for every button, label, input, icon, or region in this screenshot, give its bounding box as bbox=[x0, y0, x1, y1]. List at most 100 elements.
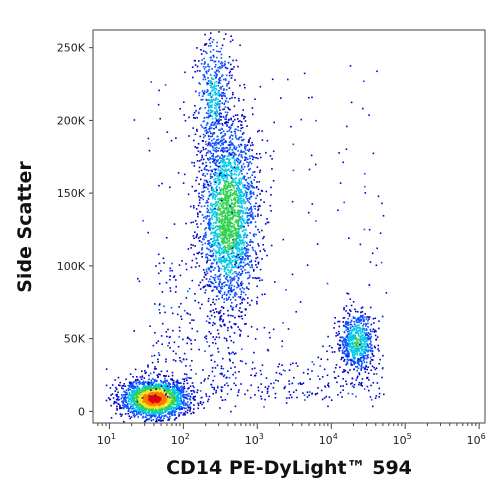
event-dot bbox=[201, 403, 203, 406]
event-dot bbox=[145, 397, 147, 399]
event-dot bbox=[212, 262, 214, 265]
event-dot bbox=[234, 271, 237, 273]
event-dot bbox=[222, 260, 224, 263]
event-dot bbox=[257, 215, 259, 217]
event-dot bbox=[238, 234, 241, 236]
event-dot bbox=[172, 410, 174, 412]
event-dot bbox=[159, 403, 161, 406]
event-dot bbox=[221, 157, 223, 160]
event-dot bbox=[350, 332, 353, 334]
event-dot bbox=[362, 314, 364, 317]
event-dot bbox=[225, 199, 228, 202]
event-dot bbox=[237, 224, 239, 226]
event-dot bbox=[232, 241, 235, 244]
event-dot bbox=[244, 156, 246, 158]
event-dot bbox=[166, 406, 169, 409]
event-dot bbox=[229, 270, 232, 273]
event-dot bbox=[159, 410, 162, 413]
event-dot bbox=[261, 279, 263, 281]
event-dot bbox=[218, 113, 220, 115]
event-dot bbox=[165, 385, 167, 388]
event-dot bbox=[364, 366, 366, 369]
event-dot bbox=[207, 185, 210, 187]
event-dot bbox=[233, 187, 235, 190]
event-dot bbox=[202, 162, 204, 165]
event-dot bbox=[247, 163, 250, 166]
event-dot bbox=[188, 116, 190, 119]
event-dot bbox=[241, 311, 243, 313]
event-dot bbox=[326, 358, 329, 361]
event-dot bbox=[223, 232, 225, 235]
event-dot bbox=[356, 347, 358, 349]
event-dot bbox=[205, 186, 208, 189]
event-dot bbox=[248, 161, 250, 164]
event-dot bbox=[255, 277, 258, 280]
event-dot bbox=[139, 398, 142, 400]
event-dot bbox=[132, 391, 134, 393]
event-dot bbox=[362, 366, 364, 369]
event-dot bbox=[158, 409, 160, 411]
event-dot bbox=[207, 205, 209, 207]
event-dot bbox=[259, 153, 261, 155]
event-dot bbox=[355, 330, 358, 332]
event-dot bbox=[237, 209, 240, 211]
event-dot bbox=[252, 171, 254, 174]
event-dot bbox=[354, 335, 356, 337]
event-dot bbox=[222, 215, 225, 218]
event-dot bbox=[192, 244, 194, 247]
event-dot bbox=[218, 290, 220, 292]
event-dot bbox=[204, 336, 206, 339]
event-dot bbox=[229, 228, 231, 231]
event-dot bbox=[222, 320, 224, 323]
event-dot bbox=[255, 264, 257, 266]
event-dot bbox=[232, 213, 234, 216]
event-dot bbox=[125, 393, 127, 395]
event-dot bbox=[243, 291, 245, 294]
event-dot bbox=[154, 401, 157, 403]
event-dot bbox=[223, 227, 225, 229]
event-dot bbox=[180, 390, 182, 392]
event-dot bbox=[215, 156, 217, 158]
event-dot bbox=[222, 246, 224, 249]
event-dot bbox=[235, 214, 237, 216]
event-dot bbox=[145, 398, 148, 400]
event-dot bbox=[162, 403, 165, 405]
event-dot bbox=[182, 391, 185, 393]
event-dot bbox=[201, 303, 203, 306]
event-dot bbox=[210, 275, 212, 278]
event-dot bbox=[237, 97, 240, 100]
event-dot bbox=[160, 381, 163, 383]
event-dot bbox=[151, 405, 154, 407]
event-dot bbox=[227, 164, 230, 167]
event-dot bbox=[132, 381, 135, 384]
event-dot bbox=[243, 288, 246, 290]
event-dot bbox=[175, 389, 177, 391]
event-dot bbox=[232, 210, 235, 213]
event-dot bbox=[225, 257, 228, 260]
event-dot bbox=[362, 318, 365, 320]
event-dot bbox=[247, 244, 249, 246]
event-dot bbox=[164, 415, 167, 417]
event-dot bbox=[179, 408, 181, 410]
event-dot bbox=[154, 390, 157, 393]
event-dot bbox=[197, 407, 199, 410]
event-dot bbox=[125, 397, 128, 399]
event-dot bbox=[251, 214, 254, 216]
event-dot bbox=[213, 173, 215, 175]
event-dot bbox=[233, 170, 236, 172]
event-dot bbox=[239, 225, 242, 228]
event-dot bbox=[228, 247, 231, 249]
event-dot bbox=[226, 339, 228, 342]
event-dot bbox=[241, 230, 244, 233]
event-dot bbox=[231, 157, 234, 159]
event-dot bbox=[132, 383, 134, 385]
event-dot bbox=[233, 278, 236, 280]
event-dot bbox=[176, 380, 179, 382]
event-dot bbox=[365, 338, 367, 340]
event-dot bbox=[160, 417, 162, 419]
event-dot bbox=[238, 180, 241, 183]
event-dot bbox=[260, 199, 262, 201]
event-dot bbox=[130, 385, 133, 387]
event-dot bbox=[151, 395, 153, 397]
event-dot bbox=[225, 191, 228, 194]
